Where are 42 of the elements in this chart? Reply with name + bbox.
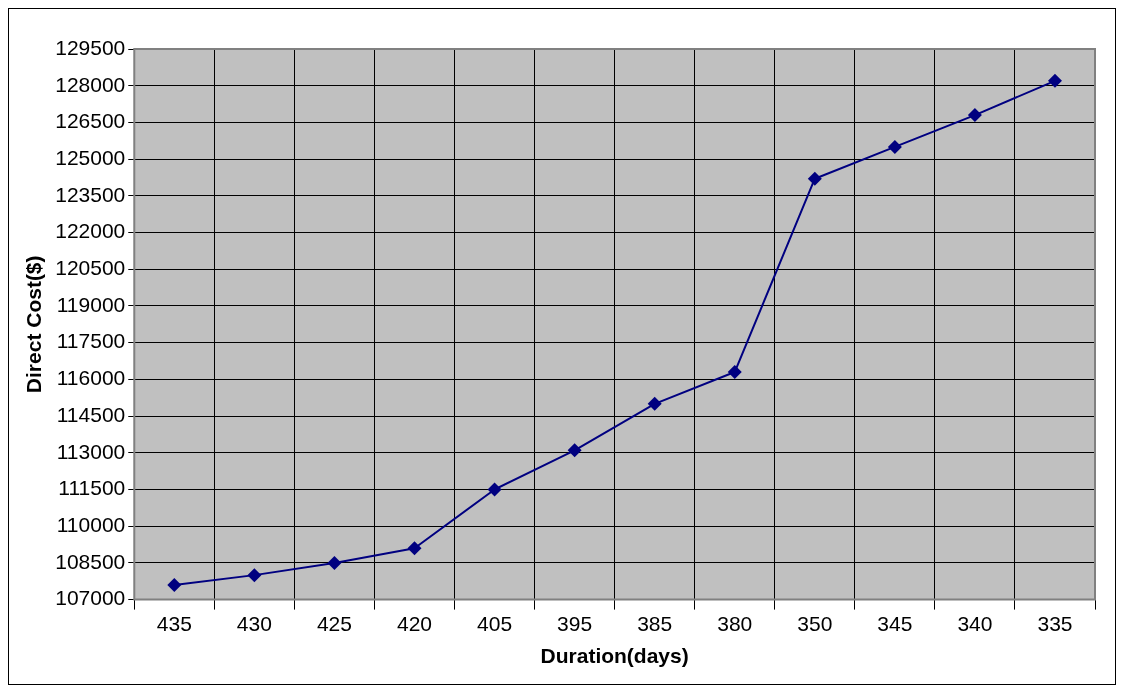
point [727,365,742,380]
y-axis-title: Direct Cost($) [22,255,46,394]
y-tick-label: 116000 [56,366,126,390]
x-tick-label: 340 [957,612,993,635]
x-tick-label: 395 [557,612,593,635]
x-tick-label: 430 [236,612,272,635]
x-axis-title: Duration(days) [540,644,689,668]
x-tick-label: 405 [477,612,513,635]
point [887,139,902,154]
point [407,541,422,556]
y-tick-label: 126500 [55,109,126,133]
point [1047,73,1062,88]
y-tick-label: 111500 [58,476,126,500]
point [487,482,502,497]
y-tick-label: 108500 [55,549,126,573]
x-tick-label: 420 [396,612,433,635]
y-tick-label: 107000 [55,586,126,610]
y-tick-label: 129500 [55,35,126,59]
y-tick-label: 122000 [55,219,126,243]
y-tick-label: 117500 [56,329,126,353]
y-tick-label: 120500 [55,256,126,280]
x-tick-label: 335 [1037,612,1073,635]
point [247,568,262,583]
y-tick-label: 114500 [56,402,126,426]
x-tick-label: 345 [877,612,913,635]
point [327,555,342,570]
x-tick-label: 380 [717,612,753,635]
y-tick-label: 123500 [55,182,126,206]
x-tick-label: 425 [316,612,352,635]
y-tick-label: 113000 [56,439,126,463]
y-tick-label: 119000 [56,292,126,316]
x-tick-label: 350 [797,612,833,635]
x-tick-label: 385 [637,612,673,635]
point [967,108,982,123]
y-tick-label: 125000 [55,145,126,169]
y-tick-label: 128000 [55,72,126,96]
point [807,171,822,186]
point [567,443,582,458]
x-tick-label: 435 [156,612,192,635]
point [647,396,662,411]
point [167,577,182,592]
y-tick-label: 110000 [56,512,126,536]
